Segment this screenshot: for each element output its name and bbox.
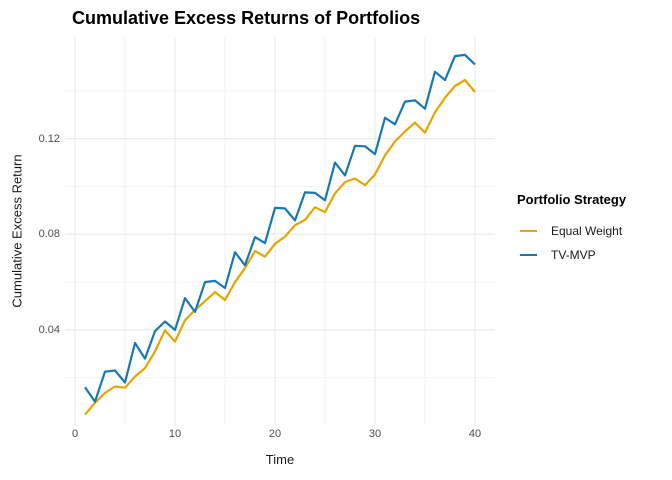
equal-weight-line-swatch-icon bbox=[520, 230, 537, 232]
legend-title: Portfolio Strategy bbox=[517, 192, 627, 207]
tv-mvp-line bbox=[84, 53, 476, 403]
legend-item-tv-mvp: TV-MVP bbox=[517, 243, 626, 267]
legend-item-equal-weight: Equal Weight bbox=[517, 219, 626, 243]
equal-weight-line bbox=[84, 78, 476, 416]
tv-mvp-line-swatch-icon bbox=[520, 254, 537, 256]
x-axis-title: Time bbox=[265, 452, 295, 467]
chart-title: Cumulative Excess Returns of Portfolios bbox=[72, 8, 421, 28]
y-tick-label: 0.08 bbox=[38, 228, 60, 241]
x-tick-label: 30 bbox=[368, 428, 382, 440]
legend-items: Equal Weight TV-MVP bbox=[517, 219, 626, 267]
x-tick-label: 10 bbox=[168, 428, 182, 440]
y-tick-label: 0.04 bbox=[38, 323, 60, 336]
legend: Portfolio Strategy Equal Weight TV-MVP bbox=[517, 192, 626, 267]
legend-label-tv-mvp: TV-MVP bbox=[551, 248, 596, 262]
x-tick-label: 40 bbox=[468, 428, 482, 440]
legend-label-equal-weight: Equal Weight bbox=[551, 224, 623, 238]
x-tick-label: 0 bbox=[71, 428, 79, 440]
y-tick-label: 0.12 bbox=[38, 132, 60, 145]
x-tick-label: 20 bbox=[268, 428, 282, 440]
